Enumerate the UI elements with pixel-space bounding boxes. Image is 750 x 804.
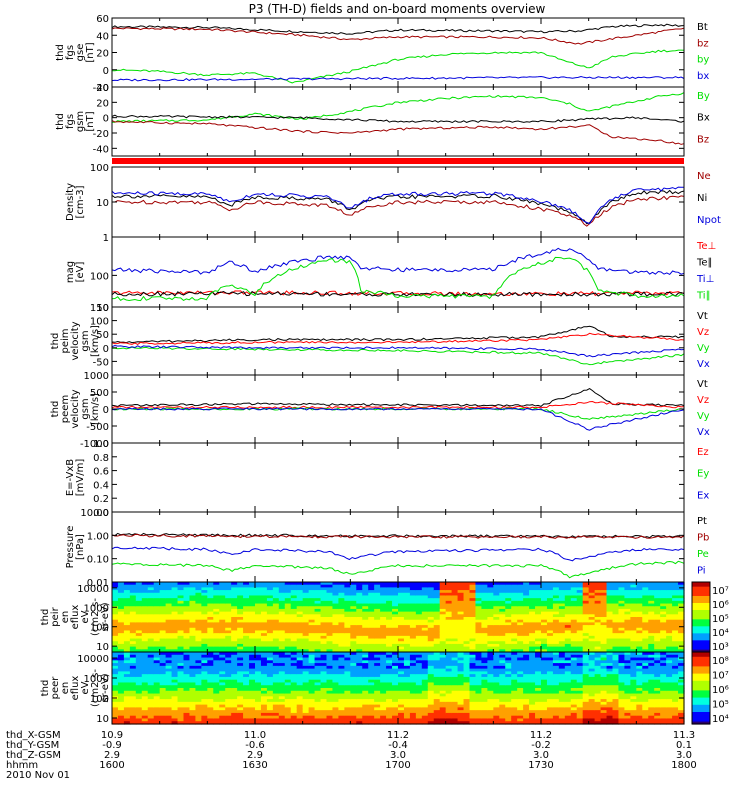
y-tick-label: 10 xyxy=(96,198,109,209)
y-tick-label: 150 xyxy=(90,303,109,314)
series-line-by xyxy=(112,50,684,83)
legend-entry: Bt xyxy=(697,22,708,33)
legend-entry: Pb xyxy=(697,533,709,544)
legend-entry: Pt xyxy=(697,516,707,527)
y-tick-label: 10000 xyxy=(77,584,109,595)
y-tick-label: 0.10 xyxy=(87,555,109,566)
legend-entry: Vy xyxy=(697,411,710,422)
series-line-Ti⊥ xyxy=(112,248,684,274)
y-tick-label: 1 xyxy=(103,233,109,244)
y-tick-label: 40 xyxy=(96,31,109,42)
y-axis-label: [nT] xyxy=(85,42,96,62)
y-axis-label: [nT] xyxy=(85,111,96,131)
panel-frame xyxy=(112,443,684,512)
y-axis-label: [eV] xyxy=(75,262,86,283)
y-tick-label: 60 xyxy=(96,14,109,25)
colorbar-tick-label: 10³ xyxy=(712,642,729,653)
y-tick-label: 0.8 xyxy=(93,453,109,464)
y-axis-label: [km/s] xyxy=(90,393,101,425)
series-line-Vy xyxy=(112,347,684,365)
legend-entry: Vx xyxy=(697,427,710,438)
legend-entry: Bx xyxy=(697,113,710,124)
y-tick-label: 10.00 xyxy=(80,508,109,519)
legend-entry: Ni xyxy=(697,193,707,204)
legend-entry: Ne xyxy=(697,171,711,182)
legend-entry: by xyxy=(697,55,709,66)
series-line-Vt xyxy=(112,389,684,407)
legend-entry: Pe xyxy=(697,549,709,560)
legend-entry: Te∥ xyxy=(696,258,713,269)
y-axis-label: [km/s] xyxy=(90,325,101,357)
legend-entry: bz xyxy=(697,38,709,49)
legend-entry: Bz xyxy=(697,134,709,145)
y-tick-label: 10 xyxy=(96,642,109,653)
y-tick-label: 0 xyxy=(103,114,109,125)
legend-entry: Vy xyxy=(697,343,710,354)
legend-entry: Ti⊥ xyxy=(696,274,714,285)
y-tick-label: -40 xyxy=(93,144,109,155)
series-line-Ni xyxy=(112,191,684,224)
quality-flag-bar xyxy=(112,158,684,164)
legend-entry: Vz xyxy=(697,327,709,338)
colorbar-tick-label: 10⁷ xyxy=(712,586,729,597)
series-line-Npot xyxy=(112,187,684,224)
y-tick-label: 1.00 xyxy=(87,531,109,542)
y-tick-label: 0 xyxy=(103,405,109,416)
y-tick-label: 0 xyxy=(103,344,109,355)
legend-entry: Ti∥ xyxy=(696,291,711,302)
legend-entry: By xyxy=(697,91,710,102)
series-line-Pe xyxy=(112,561,684,578)
legend-entry: Ex xyxy=(697,490,709,501)
colorbar-tick-label: 10⁴ xyxy=(712,628,729,639)
legend-entry: Vx xyxy=(697,359,710,370)
legend-entry: Ez xyxy=(697,447,709,458)
y-axis-label: [mV/m] xyxy=(75,459,86,497)
y-tick-label: 20 xyxy=(96,49,109,60)
legend-entry: Te⊥ xyxy=(696,241,716,252)
y-tick-label: 0 xyxy=(103,66,109,77)
y-tick-label: 100 xyxy=(90,163,109,174)
series-line-Vz xyxy=(112,402,684,409)
legend-entry: Vt xyxy=(697,311,708,322)
y-tick-label: 1.0 xyxy=(93,439,109,450)
legend-entry: Ey xyxy=(697,469,709,480)
y-tick-label: 40 xyxy=(96,83,109,94)
colorbar-tick-label: 10⁶ xyxy=(712,600,729,611)
y-tick-label: 20 xyxy=(96,98,109,109)
y-tick-label: 0.4 xyxy=(93,480,109,491)
legend-entry: bx xyxy=(697,71,709,82)
legend-entry: Vz xyxy=(697,395,709,406)
series-line-Vt xyxy=(112,326,684,342)
y-axis-label: [cm-3] xyxy=(75,185,86,218)
series-line-Pi xyxy=(112,547,684,561)
series-line-Vx xyxy=(112,346,684,357)
y-tick-label: 100 xyxy=(90,271,109,282)
y-tick-label: -50 xyxy=(93,357,109,368)
y-tick-label: 0.2 xyxy=(93,494,109,505)
series-line-bx xyxy=(112,77,684,81)
y-tick-label: 0.6 xyxy=(93,467,109,478)
legend-entry: Pi xyxy=(697,566,706,577)
series-line-Bz xyxy=(112,121,684,145)
legend-entry: Vt xyxy=(697,379,708,390)
legend-entry: Npot xyxy=(697,215,721,226)
chart-title: P3 (TH-D) fields and on-board moments ov… xyxy=(249,2,546,16)
y-axis-label: sr-eV) xyxy=(100,602,111,631)
y-tick-label: 1000 xyxy=(84,371,109,382)
y-axis-label: [nPa] xyxy=(75,534,86,560)
colorbar-tick-label: 10⁵ xyxy=(712,614,729,625)
series-line-Te∥ xyxy=(112,292,684,297)
